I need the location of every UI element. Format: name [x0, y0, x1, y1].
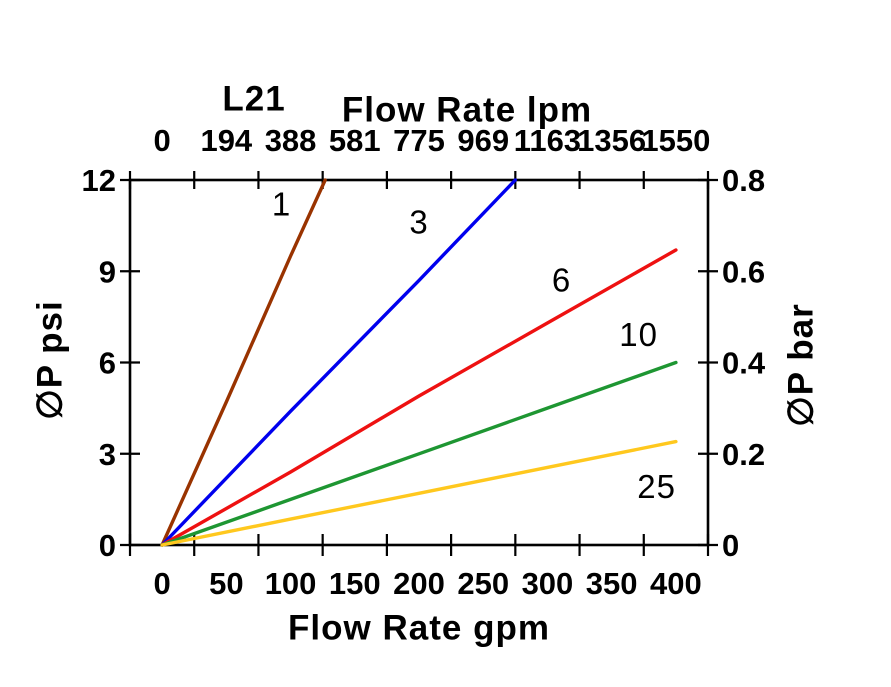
- left-tick-label: 9: [99, 254, 116, 289]
- series-label-25: 25: [637, 468, 676, 505]
- bottom-tick-label: 300: [522, 566, 574, 601]
- left-tick-label: 12: [82, 163, 116, 198]
- top-axis-label: Flow Rate lpm: [341, 90, 593, 130]
- series-label-1: 1: [272, 185, 291, 222]
- left-tick-label: 3: [99, 437, 116, 472]
- right-tick-label: 0.2: [722, 437, 765, 472]
- bottom-tick-label: 350: [586, 566, 638, 601]
- top-tick-label: 969: [457, 123, 509, 158]
- top-tick-label: 1163: [514, 123, 581, 158]
- right-tick-label: 0.8: [722, 163, 765, 198]
- left-tick-label: 6: [99, 346, 116, 381]
- bottom-tick-label: 250: [457, 566, 509, 601]
- right-tick-label: 0.6: [722, 254, 765, 289]
- top-tick-label: 1550: [641, 123, 710, 158]
- series-line-3: [160, 178, 517, 547]
- bottom-tick-label: 200: [393, 566, 445, 601]
- series-label-6: 6: [552, 261, 571, 298]
- chart-title: L21: [222, 79, 286, 119]
- series-label-3: 3: [409, 204, 428, 241]
- top-tick-label: 388: [265, 123, 317, 158]
- series-line-10: [160, 360, 678, 547]
- bottom-axis-label: Flow Rate gpm: [288, 608, 550, 648]
- bottom-tick-label: 50: [209, 566, 243, 601]
- right-tick-label: 0: [722, 528, 739, 563]
- series-line-6: [160, 248, 678, 547]
- series-label-10: 10: [619, 316, 658, 353]
- top-tick-label: 1356: [577, 123, 646, 158]
- top-tick-label: 581: [329, 123, 381, 158]
- bottom-tick-label: 100: [265, 566, 317, 601]
- top-tick-label: 0: [153, 123, 170, 158]
- bottom-tick-label: 150: [329, 566, 381, 601]
- series-line-25: [160, 439, 678, 547]
- bottom-tick-label: 0: [153, 566, 170, 601]
- top-tick-label: 194: [200, 123, 252, 158]
- series-line-1: [160, 178, 327, 547]
- bottom-tick-label: 400: [650, 566, 702, 601]
- top-tick-label: 775: [393, 123, 445, 158]
- left-tick-label: 0: [99, 528, 116, 563]
- right-tick-label: 0.4: [722, 346, 766, 381]
